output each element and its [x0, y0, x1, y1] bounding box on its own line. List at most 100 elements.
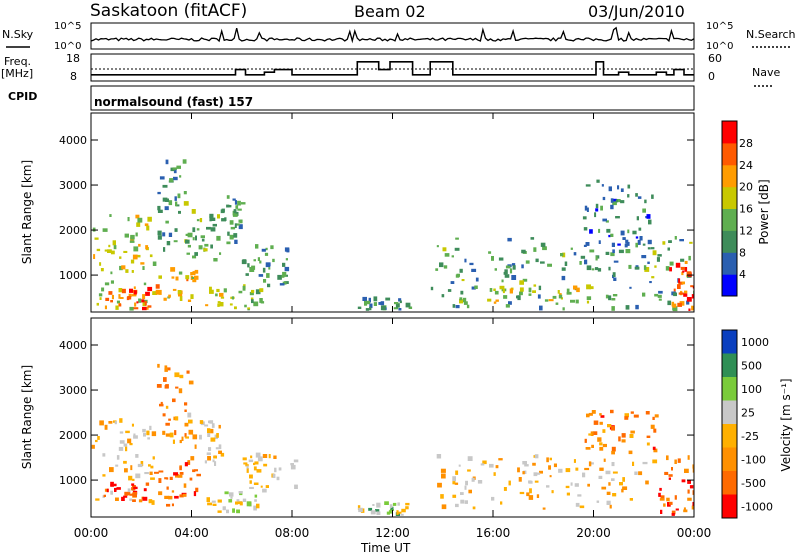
heatmap-cell [251, 265, 256, 270]
power-colorbar: 4 8 12 16 20 24 28 [721, 120, 753, 297]
heatmap-cell [674, 459, 677, 464]
y-tick-label: 1000 [59, 269, 87, 282]
heatmap-cell [96, 302, 99, 306]
heatmap-cell [237, 200, 241, 206]
heatmap-cell [177, 474, 183, 478]
velocity-heatmap [91, 363, 694, 516]
heatmap-cell [452, 494, 457, 498]
x-tick-label: 00:00 [677, 526, 712, 540]
power-colorbar-title: Power [dB] [757, 179, 771, 244]
x-tick-label: 20:00 [576, 526, 611, 540]
heatmap-cell [138, 298, 142, 303]
heatmap-cell [127, 488, 131, 493]
heatmap-cell [648, 219, 652, 225]
heatmap-cell [162, 413, 166, 417]
heatmap-cell [260, 485, 263, 488]
heatmap-cell [248, 459, 254, 463]
heatmap-cell [630, 411, 634, 414]
heatmap-cell [690, 285, 694, 288]
heatmap-cell [551, 490, 554, 494]
heatmap-cell [617, 243, 621, 246]
heatmap-cell [110, 300, 113, 303]
heatmap-cell [158, 289, 162, 295]
heatmap-cell [109, 214, 112, 217]
heatmap-cell [635, 193, 638, 197]
heatmap-cell [105, 297, 110, 301]
heatmap-cell [234, 223, 237, 228]
heatmap-cell [689, 485, 694, 489]
heatmap-cell [460, 290, 464, 295]
heatmap-cell [99, 262, 102, 266]
heatmap-cell [611, 450, 615, 455]
colorbar-tick-label: -25 [741, 430, 759, 443]
heatmap-cell [168, 200, 173, 206]
heatmap-cell [262, 267, 266, 273]
heatmap-cell [675, 262, 681, 268]
heatmap-cell [591, 444, 594, 448]
colorbar-segment [722, 230, 737, 253]
heatmap-cell [658, 298, 662, 301]
y-tick-label: 4000 [59, 134, 87, 147]
heatmap-cell [502, 288, 505, 294]
heatmap-cell [652, 416, 655, 420]
heatmap-cell [455, 274, 460, 278]
heatmap-cell [171, 490, 175, 493]
heatmap-cell [683, 509, 688, 513]
heatmap-cell [147, 216, 152, 222]
heatmap-cell [140, 461, 144, 466]
heatmap-cell [539, 470, 543, 474]
heatmap-cell [651, 247, 655, 250]
heatmap-cell [656, 257, 660, 262]
heatmap-cell [519, 280, 524, 285]
heatmap-cell [467, 469, 471, 472]
heatmap-cell [157, 209, 163, 213]
heatmap-cell [393, 307, 399, 310]
cpid-label: CPID [8, 90, 37, 103]
heatmap-cell [598, 475, 603, 479]
date-label: 03/Jun/2010 [588, 2, 685, 21]
heatmap-cell [129, 306, 134, 311]
heatmap-cell [119, 440, 125, 444]
heatmap-cell [612, 198, 617, 202]
heatmap-cell [135, 254, 141, 258]
heatmap-cell [232, 210, 236, 216]
heatmap-cell [692, 468, 694, 473]
heatmap-cell [204, 243, 209, 247]
heatmap-cell [405, 502, 410, 506]
heatmap-cell [535, 258, 539, 263]
heatmap-cell [602, 218, 607, 222]
heatmap-cell [474, 285, 478, 289]
heatmap-cell [169, 476, 173, 480]
heatmap-cell [214, 461, 217, 466]
heatmap-cell [268, 454, 271, 459]
heatmap-cell [558, 468, 563, 473]
heatmap-cell [646, 435, 651, 438]
heatmap-cell [278, 467, 282, 471]
heatmap-cell [235, 501, 239, 505]
heatmap-cell [127, 217, 130, 222]
heatmap-cell [114, 421, 117, 425]
heatmap-cell [166, 486, 169, 490]
heatmap-cell [203, 248, 208, 252]
heatmap-cell [157, 230, 162, 236]
heatmap-cell [626, 241, 630, 246]
heatmap-cell [589, 249, 595, 253]
heatmap-cell [588, 412, 593, 416]
heatmap-cell [528, 287, 532, 293]
heatmap-cell [266, 273, 270, 278]
heatmap-cell [451, 255, 454, 258]
heatmap-cell [146, 306, 149, 310]
heatmap-cell [236, 499, 240, 502]
heatmap-cell [226, 509, 229, 514]
heatmap-cell [209, 286, 212, 291]
heatmap-cell [172, 288, 177, 291]
heatmap-cell [154, 471, 159, 474]
heatmap-cell [538, 285, 542, 291]
heatmap-cell [138, 499, 143, 503]
heatmap-cell [674, 495, 677, 500]
heatmap-cell [191, 209, 196, 214]
heatmap-cell [601, 184, 604, 187]
heatmap-cell [114, 483, 117, 487]
heatmap-cell [210, 437, 216, 442]
heatmap-cell [234, 239, 238, 244]
